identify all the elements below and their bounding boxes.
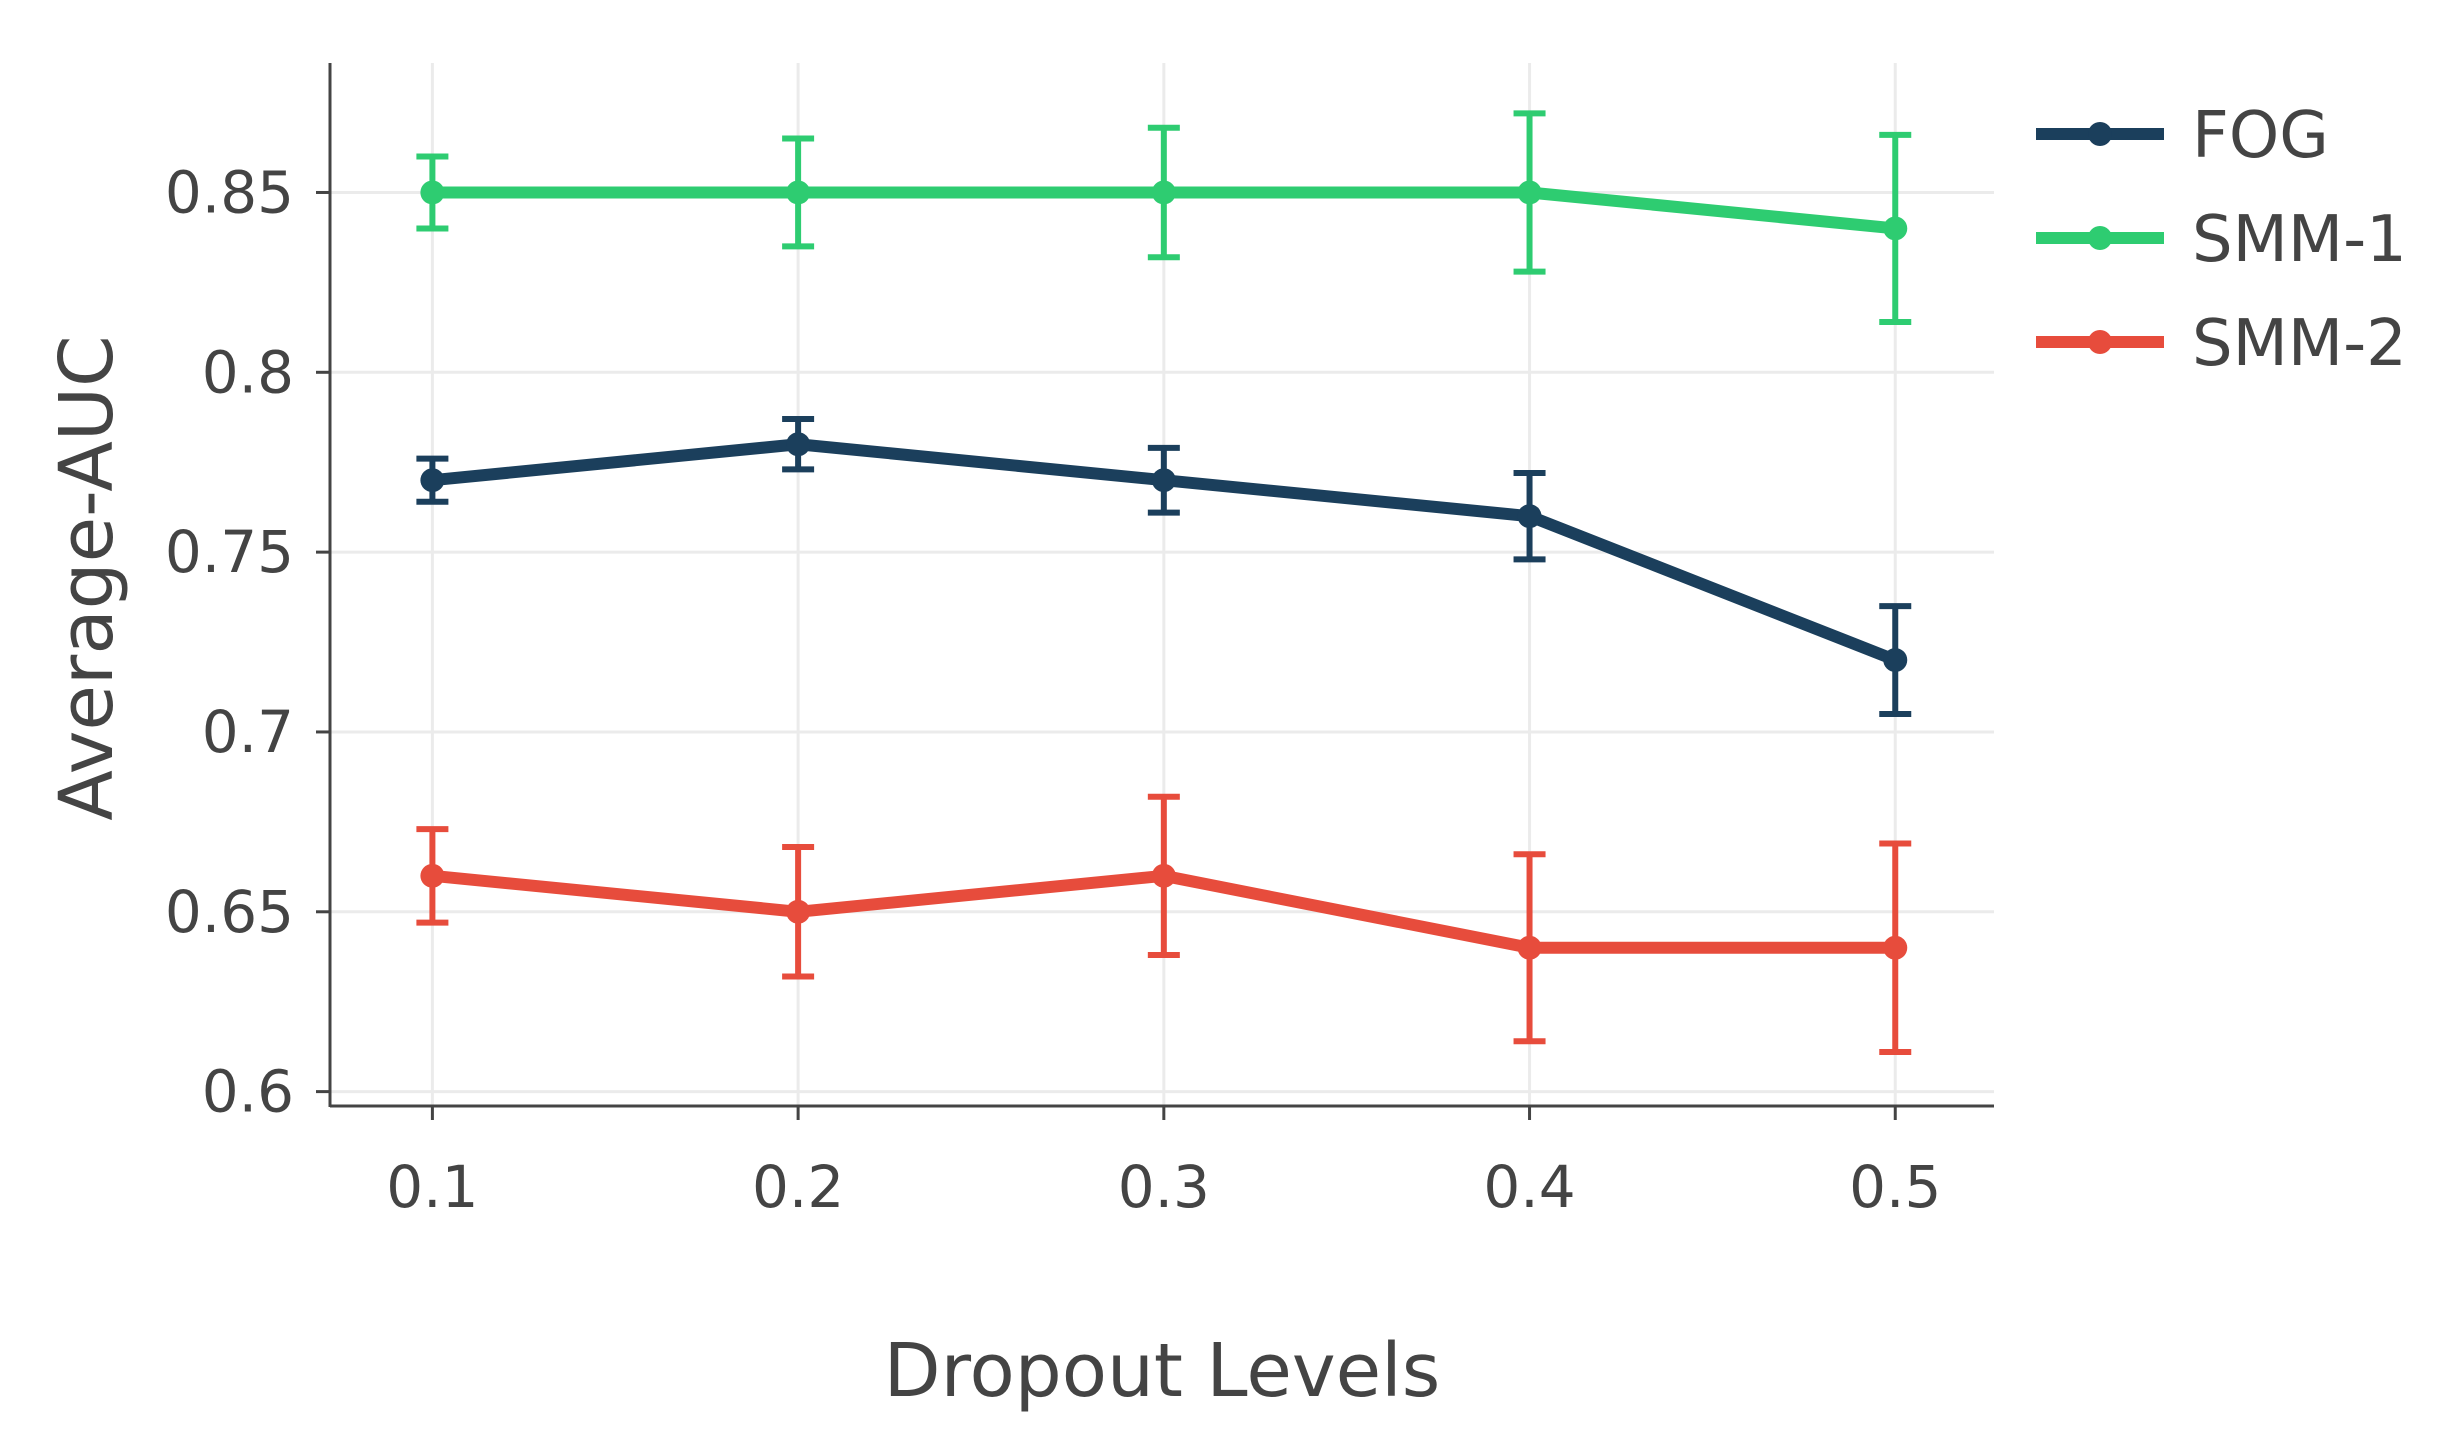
axes [328, 63, 1994, 1108]
series-fog [416, 416, 1912, 717]
data-point [1151, 863, 1176, 888]
data-point [1517, 180, 1542, 205]
data-point [420, 468, 445, 493]
x-tick-label: 0.2 [752, 1153, 844, 1221]
legend-label: SMM-2 [2192, 307, 2407, 381]
data-point [1883, 648, 1908, 673]
data-point [1151, 468, 1176, 493]
y-tick-label: 0.7 [202, 698, 294, 766]
ticks: 0.1 0.2 0.3 0.4 0.5 0.6 0.65 0.7 0.75 0.8 0.85 [165, 158, 1942, 1221]
legend-swatch-marker [2088, 122, 2112, 146]
data-point [1883, 216, 1908, 241]
y-tick-label: 0.65 [165, 878, 294, 946]
data-point [1151, 180, 1176, 205]
legend-swatch-marker [2088, 330, 2112, 354]
series-smm-2 [416, 793, 1912, 1056]
x-tick-label: 0.5 [1849, 1153, 1941, 1221]
y-axis-title: Average-AUC [44, 335, 130, 820]
legend-swatch-marker [2088, 226, 2112, 250]
y-tick-label: 0.75 [165, 518, 294, 586]
data-point [1517, 935, 1542, 960]
x-axis-title: Dropout Levels [884, 1328, 1441, 1414]
x-tick-label: 0.1 [386, 1153, 478, 1221]
y-tick-label: 0.8 [202, 338, 294, 406]
legend-label: SMM-1 [2192, 203, 2407, 277]
legend-label: FOG [2192, 99, 2329, 173]
data-point [1883, 935, 1908, 960]
data-point [420, 180, 445, 205]
x-tick-label: 0.4 [1483, 1153, 1575, 1221]
data-point [786, 180, 811, 205]
series-group [416, 110, 1912, 1056]
legend: FOG SMM-1 SMM-2 [2036, 99, 2407, 381]
data-point [1517, 504, 1542, 529]
x-tick-label: 0.3 [1118, 1153, 1210, 1221]
series-smm-1 [416, 110, 1912, 325]
data-point [420, 863, 445, 888]
data-point [786, 899, 811, 924]
data-point [786, 432, 811, 457]
y-tick-label: 0.6 [202, 1058, 294, 1126]
y-tick-label: 0.85 [165, 158, 294, 226]
